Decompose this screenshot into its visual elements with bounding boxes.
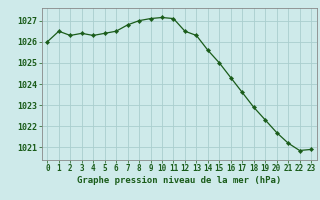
X-axis label: Graphe pression niveau de la mer (hPa): Graphe pression niveau de la mer (hPa) <box>77 176 281 185</box>
